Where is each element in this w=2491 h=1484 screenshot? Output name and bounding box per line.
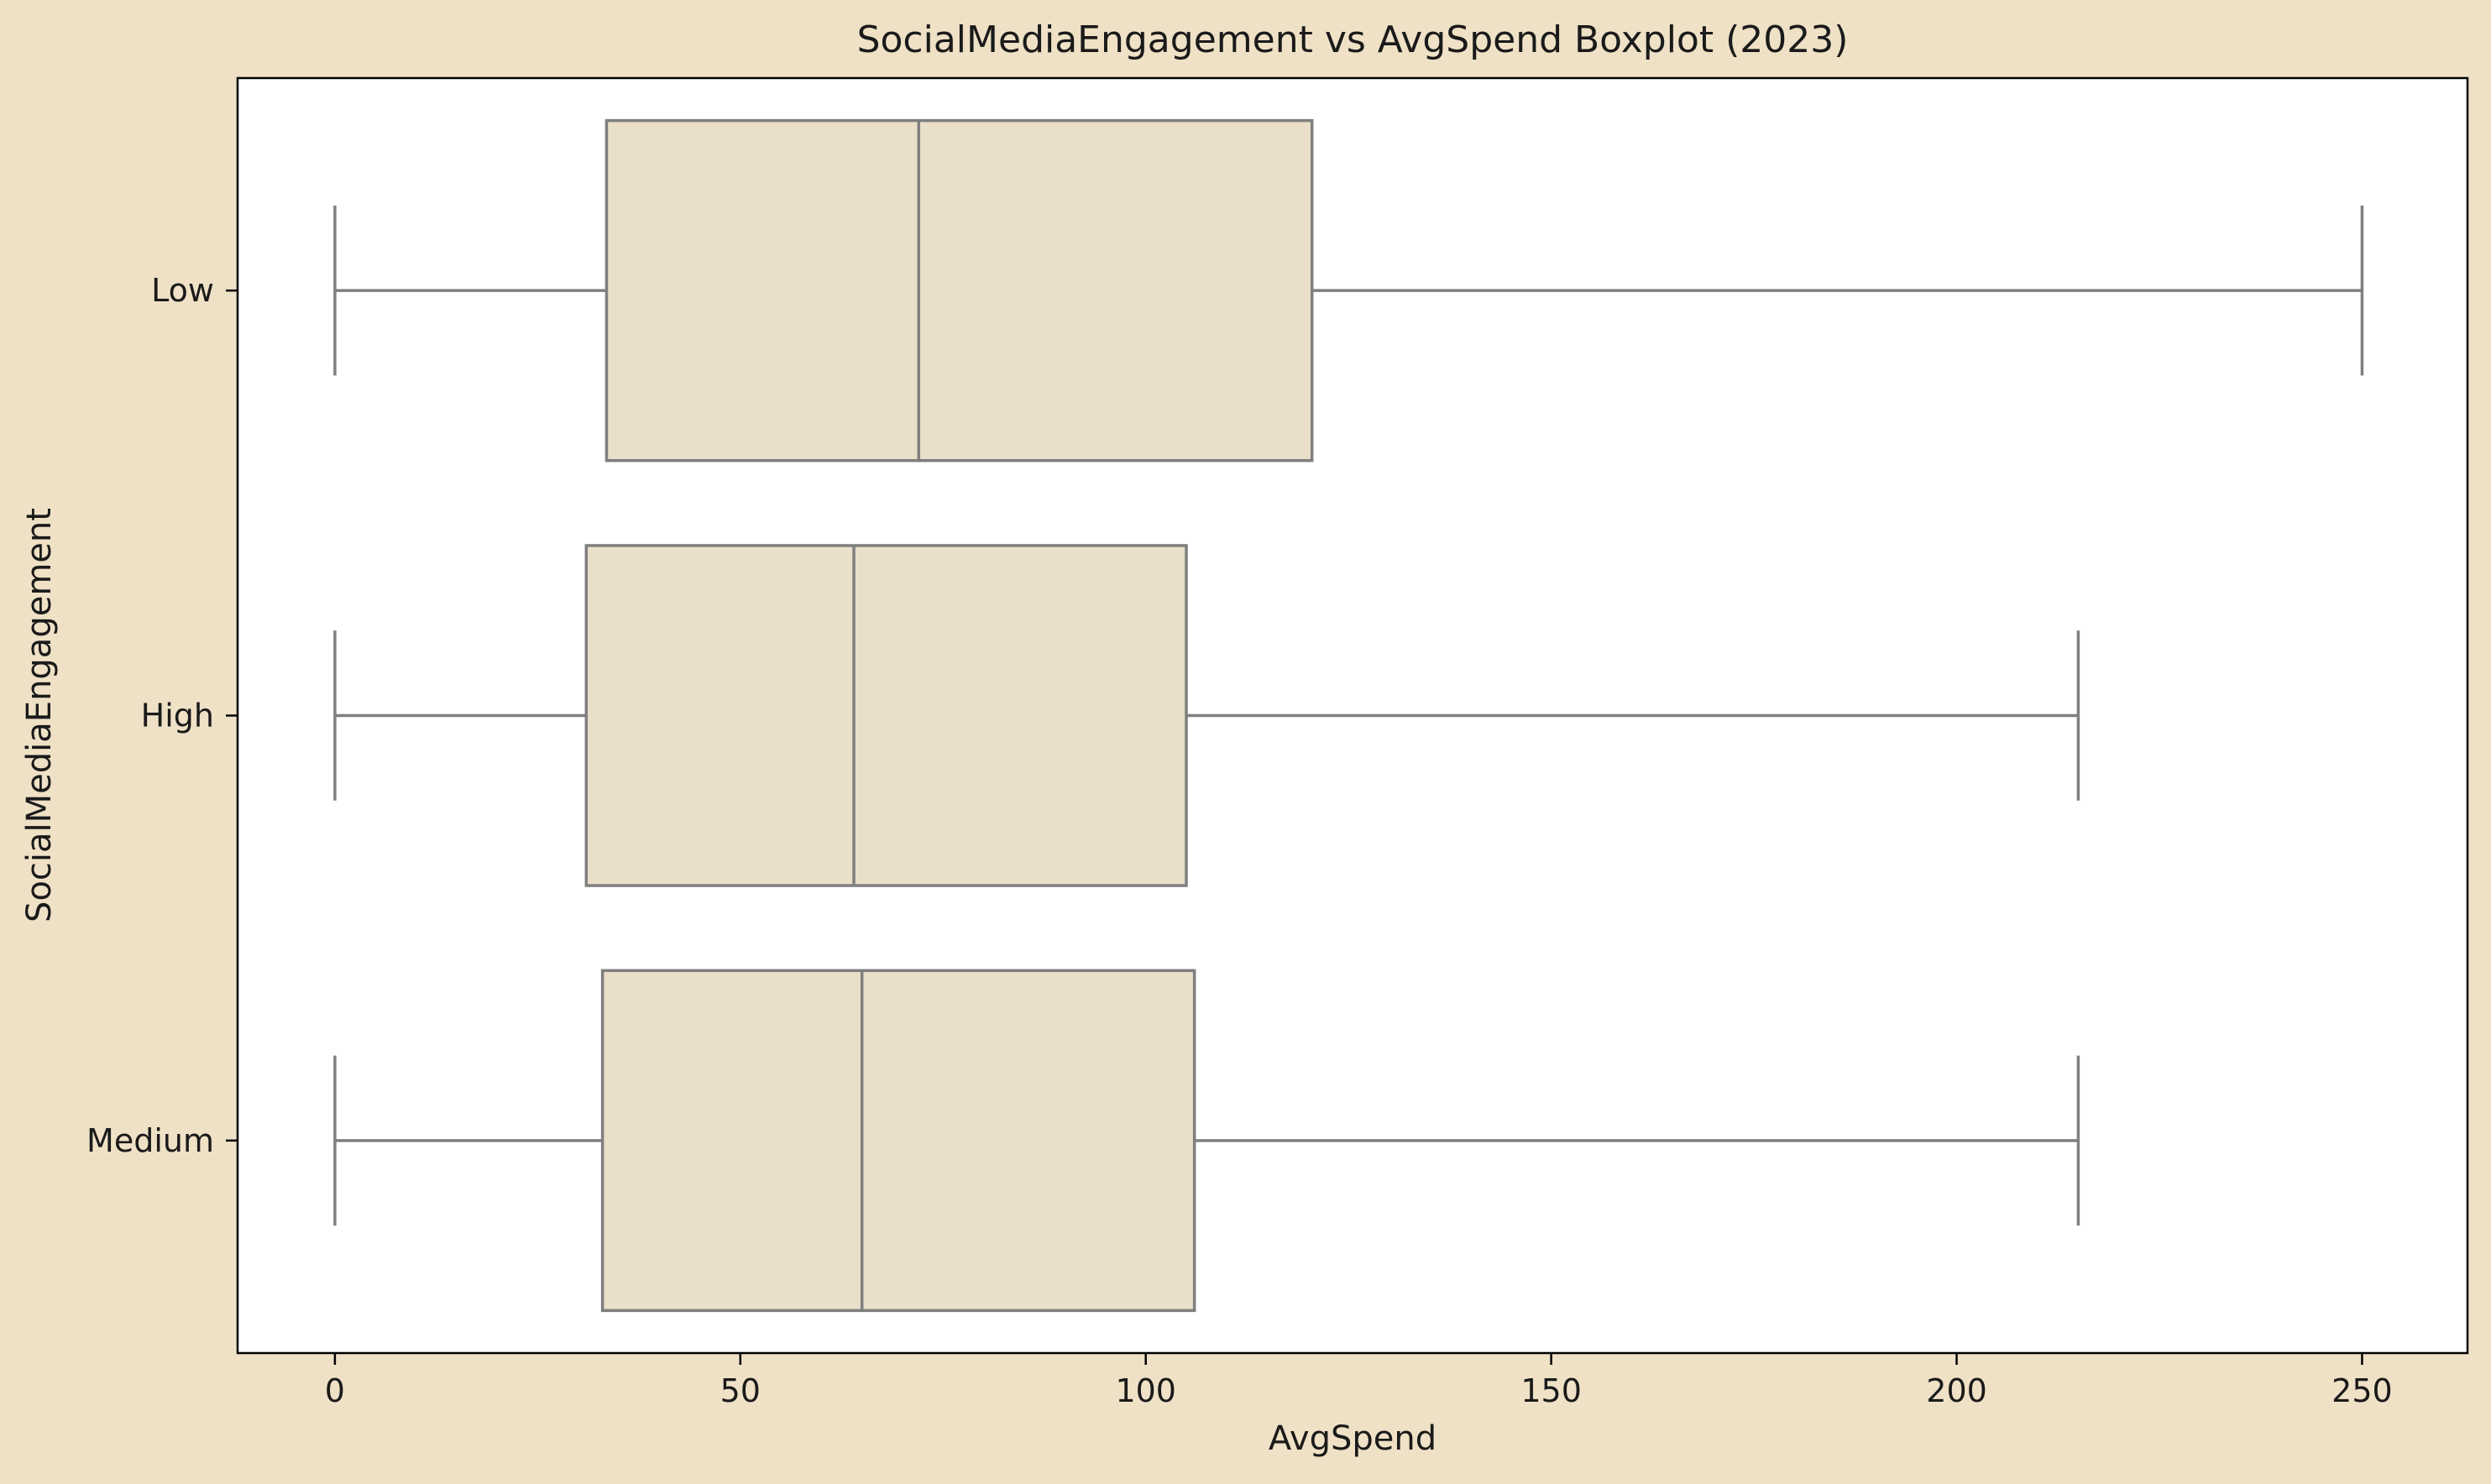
y-axis-label: SocialMediaEngagement — [20, 508, 59, 922]
box-iqr — [584, 544, 1188, 887]
x-axis-label: AvgSpend — [1269, 1419, 1437, 1458]
y-tick-label: Medium — [86, 1122, 214, 1159]
x-tick-label: 0 — [325, 1372, 345, 1409]
y-axis-ticks: Low High Medium — [86, 272, 238, 1159]
box-group-medium — [333, 969, 2080, 1313]
y-tick-label: High — [141, 698, 214, 734]
chart-title: SocialMediaEngagement vs AvgSpend Boxplo… — [857, 18, 1849, 61]
plot-frame — [236, 76, 2469, 1355]
box-group-low — [333, 118, 2364, 462]
x-tick-label: 150 — [1520, 1372, 1582, 1409]
x-tick-label: 200 — [1926, 1372, 1987, 1409]
box-iqr — [600, 969, 1196, 1313]
x-tick-label: 100 — [1115, 1372, 1176, 1409]
boxes-group — [333, 118, 2364, 1313]
box-group-high — [333, 544, 2080, 887]
x-axis-ticks: 0 50 100 150 200 250 — [325, 1353, 2393, 1409]
y-tick-label: Low — [151, 272, 214, 309]
box-iqr — [604, 118, 1314, 462]
x-tick-label: 250 — [2331, 1372, 2393, 1409]
x-tick-label: 50 — [720, 1372, 761, 1409]
